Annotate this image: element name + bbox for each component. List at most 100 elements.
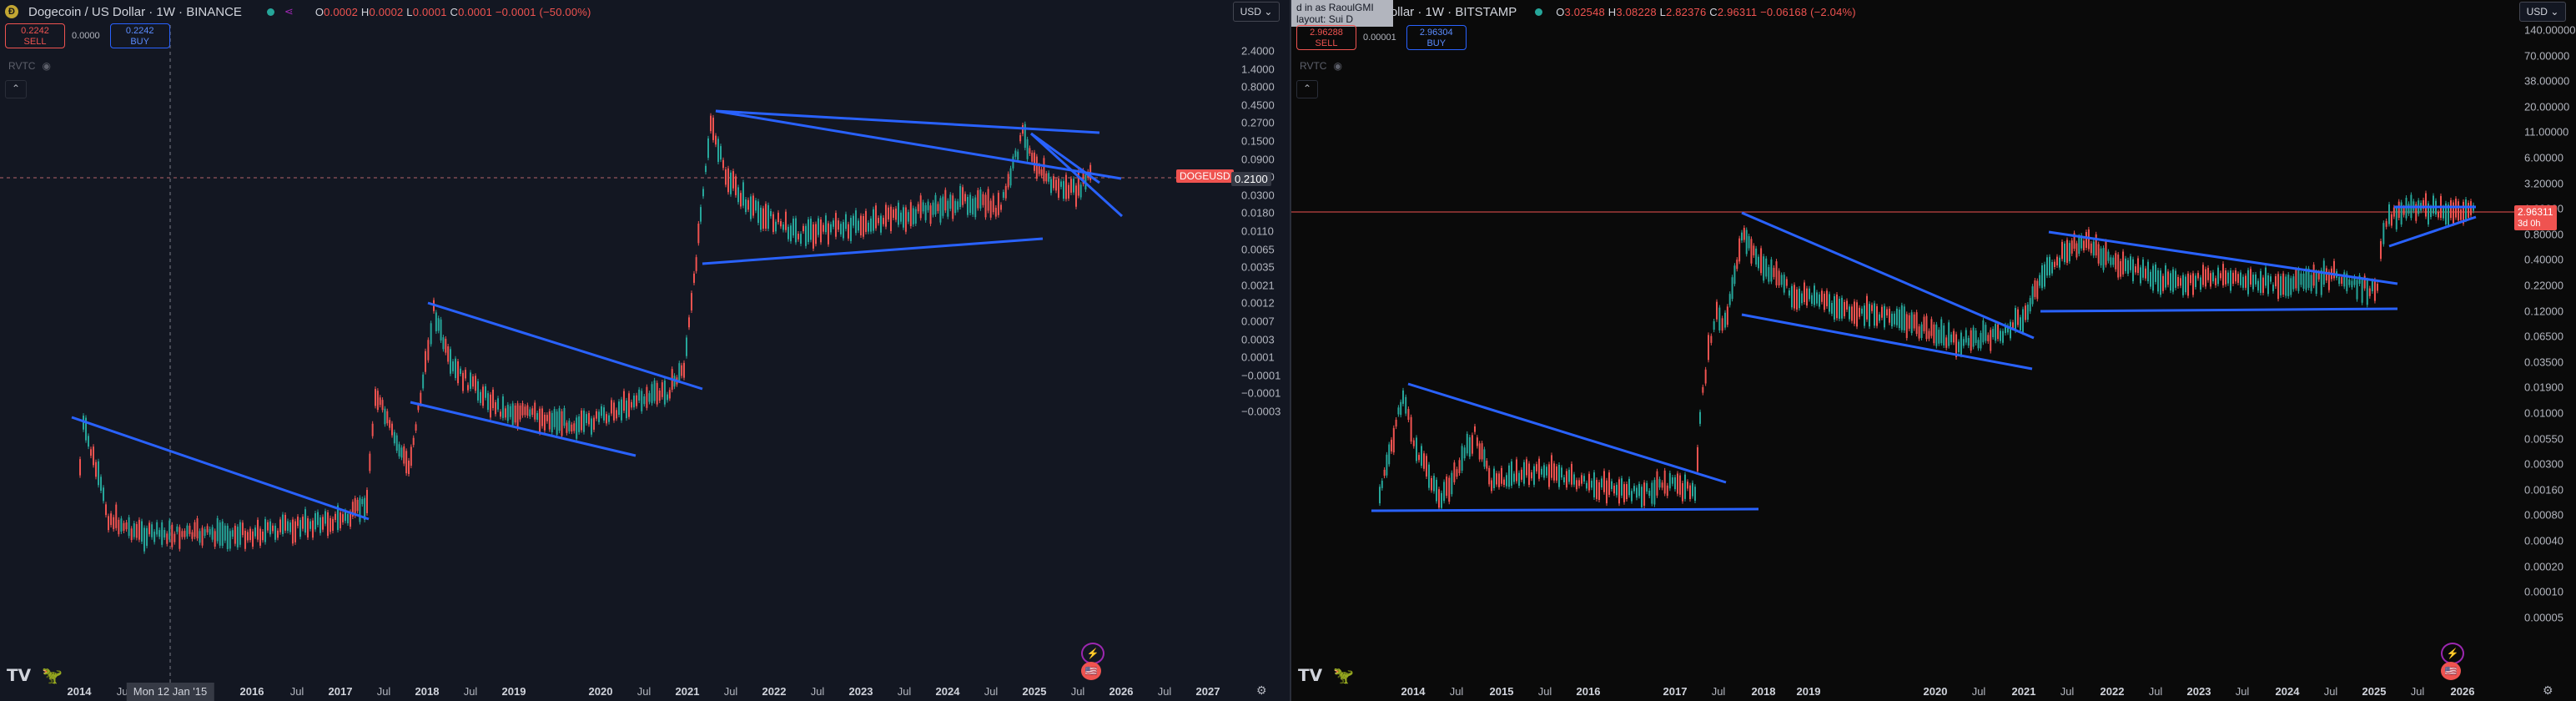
right-sell-button[interactable]: 2.96288 SELL — [1296, 25, 1356, 50]
right-indicator-label[interactable]: RVTC — [1300, 60, 1327, 72]
dino-icon[interactable]: 🦖 — [42, 667, 63, 685]
left-series-candle — [1063, 181, 1064, 199]
left-series-candle — [631, 401, 632, 408]
right-series-candle — [1965, 330, 1967, 343]
gear-icon[interactable]: ⚙ — [1256, 683, 1267, 697]
left-series-candle — [977, 189, 979, 209]
right-series-candle — [2317, 272, 2320, 280]
left-series-candle — [1024, 124, 1026, 149]
left-series-candle — [128, 517, 130, 537]
right-series-candle — [1546, 466, 1547, 476]
right-symbol-title[interactable]: Dollar · 1W · BITSTAMP — [1381, 4, 1517, 19]
right-series-candle — [1923, 316, 1925, 331]
right-series-candle — [2415, 204, 2418, 221]
right-series-candle — [1541, 468, 1542, 475]
eye-icon[interactable]: ◉ — [1333, 60, 1342, 72]
left-series-candle — [314, 513, 316, 530]
right-series-candle — [2320, 270, 2322, 295]
left-buy-button[interactable]: 0.2242 BUY — [109, 23, 170, 48]
left-series-candle — [651, 384, 653, 404]
right-series-candle — [2078, 236, 2080, 255]
right-series-candle — [2230, 270, 2231, 291]
eye-icon[interactable]: ◉ — [42, 60, 51, 72]
right-series-candle — [1684, 474, 1686, 499]
news-icon[interactable]: 🇺🇸 — [1081, 662, 1101, 680]
account-tooltip: d in as RaoulGMI layout: Sui D — [1291, 0, 1393, 27]
right-series-candle — [1697, 446, 1698, 472]
right-series-candle — [2282, 273, 2285, 295]
right-series-candle — [2036, 280, 2039, 300]
right-series-candle — [2197, 273, 2199, 279]
right-series-candle — [1856, 302, 1858, 327]
left-series-candle — [332, 518, 334, 532]
right-series-candle — [1814, 285, 1815, 305]
right-series-candle — [2107, 251, 2110, 261]
y-tick-label: 0.0012 — [1241, 296, 1275, 310]
left-series-candle — [962, 187, 964, 205]
right-series-candle — [2275, 275, 2277, 287]
news-icon[interactable]: 🇺🇸 — [2441, 662, 2461, 680]
right-chart-panel[interactable]: Dollar · 1W · BITSTAMP O3.02548 H3.08228… — [1290, 0, 2576, 701]
left-chart-panel[interactable]: Ð Dogecoin / US Dollar · 1W · BINANCE ⋖ … — [0, 0, 1290, 701]
right-series-candle — [1704, 369, 1707, 384]
right-series-candle — [2388, 204, 2390, 224]
right-series-candle — [2130, 256, 2131, 270]
left-series-candle — [450, 349, 451, 374]
right-series-candle — [1816, 292, 1818, 304]
left-currency-button[interactable]: USD ⌄ — [1233, 2, 1280, 22]
left-symbol-title[interactable]: Dogecoin / US Dollar · 1W · BINANCE — [28, 4, 242, 19]
dino-icon[interactable]: 🦖 — [1333, 667, 1354, 685]
tradingview-logo[interactable]: 𝗧𝗩 — [7, 667, 32, 685]
right-series-candle — [2448, 204, 2449, 225]
right-series-candle — [2195, 275, 2196, 287]
left-sell-button[interactable]: 0.2242 SELL — [5, 23, 65, 48]
lightning-icon[interactable]: ⚡ — [2441, 643, 2464, 664]
right-series-candle — [1788, 290, 1790, 296]
right-series-candle — [1658, 479, 1661, 488]
left-series-candle — [539, 408, 541, 433]
gear-icon[interactable]: ⚙ — [2543, 683, 2553, 697]
right-series-candle — [2102, 248, 2105, 270]
y-tick-label: 0.0110 — [1241, 224, 1274, 238]
right-buy-button[interactable]: 2.96304 BUY — [1406, 25, 1467, 50]
left-collapse-button[interactable]: ⌃ — [5, 80, 27, 98]
left-series-candle — [161, 522, 164, 545]
left-series-candle — [1038, 165, 1040, 174]
x-tick-label: 2025 — [1022, 685, 1047, 698]
left-series-candle — [169, 520, 171, 540]
right-series-candle — [1576, 480, 1577, 490]
right-series-candle — [1388, 444, 1391, 465]
right-series-candle — [1453, 462, 1456, 482]
left-indicator-label[interactable]: RVTC — [8, 60, 36, 72]
share-icon[interactable]: ⋖ — [284, 5, 294, 18]
y-tick-label: 0.01000 — [2524, 406, 2563, 420]
right-series-candle — [1758, 256, 1759, 269]
left-chart-canvas[interactable] — [0, 0, 1290, 701]
right-series-candle — [1407, 409, 1410, 421]
right-series-candle — [2172, 269, 2174, 292]
tradingview-logo[interactable]: 𝗧𝗩 — [1298, 667, 1323, 685]
right-series-candle — [1844, 301, 1845, 316]
left-series-candle — [1031, 153, 1034, 162]
right-chart-canvas[interactable] — [1291, 0, 2576, 701]
left-trendline — [1029, 132, 1124, 218]
left-series-candle — [403, 446, 405, 464]
left-series-candle — [103, 487, 104, 502]
right-series-candle — [1503, 479, 1505, 486]
right-series-candle — [2373, 280, 2376, 301]
left-series-candle — [608, 415, 610, 422]
left-series-candle — [389, 420, 391, 428]
right-collapse-button[interactable]: ⌃ — [1296, 80, 1318, 98]
left-series-candle — [792, 218, 794, 236]
lightning-icon[interactable]: ⚡ — [1081, 643, 1104, 664]
left-series-candle — [239, 522, 241, 545]
right-currency-button[interactable]: USD ⌄ — [2519, 2, 2566, 22]
x-tick-label: Jul — [289, 685, 304, 698]
right-series-candle — [1960, 332, 1962, 356]
right-series-candle — [1702, 386, 1704, 393]
right-series-candle — [1891, 313, 1893, 327]
left-series-candle — [347, 513, 349, 524]
left-series-candle — [697, 223, 700, 244]
left-series-candle — [141, 521, 143, 542]
left-series-candle — [269, 521, 271, 535]
